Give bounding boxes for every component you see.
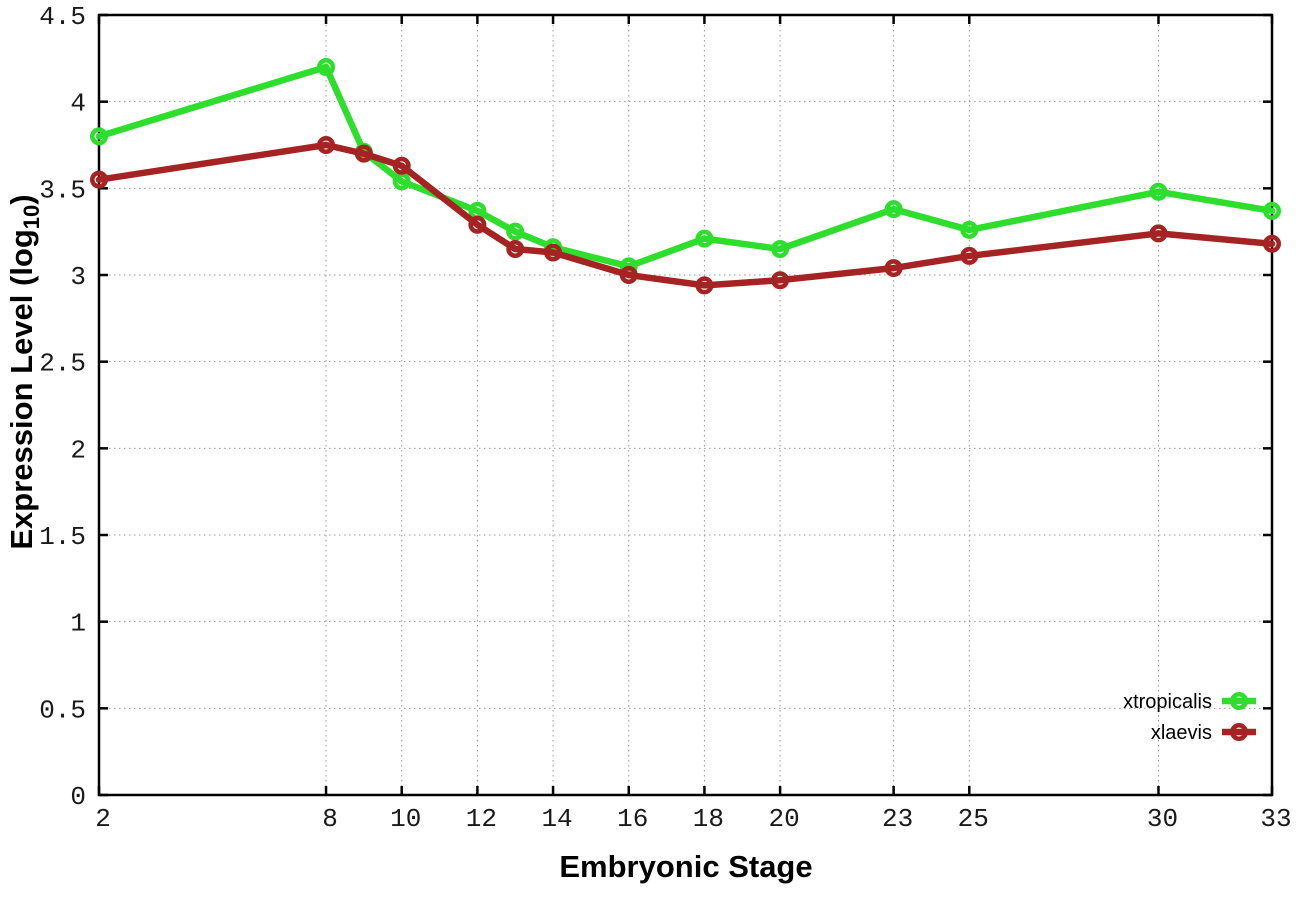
marker-xtropicalis-stage-33 xyxy=(1263,201,1281,220)
marker-xlaevis-stage-12 xyxy=(468,215,487,234)
y-tick-label-3: 3 xyxy=(70,262,86,292)
marker-xlaevis-stage-30 xyxy=(1149,224,1168,243)
marker-xlaevis-stage-25 xyxy=(960,246,979,265)
marker-xlaevis-stage-10 xyxy=(392,156,411,175)
y-axis-title-subscript: 10 xyxy=(19,204,44,230)
y-tick-label-3.5: 3.5 xyxy=(39,175,86,205)
y-tick-label-4.5: 4.5 xyxy=(39,2,86,32)
x-tick-label-14: 14 xyxy=(541,804,572,834)
series-line-xlaevis xyxy=(95,141,1276,289)
y-tick-label-4: 4 xyxy=(70,89,86,119)
legend-label-xtropicalis: xtropicalis xyxy=(1123,691,1212,713)
marker-xlaevis-stage-9 xyxy=(354,144,373,163)
x-axis-title-text: Embryonic Stage xyxy=(559,849,813,884)
marker-xtropicalis-stage-23 xyxy=(884,200,903,219)
y-tick-label-0: 0 xyxy=(70,782,86,812)
marker-xlaevis-stage-33 xyxy=(1263,234,1281,253)
marker-xlaevis-stage-20 xyxy=(771,271,790,290)
x-axis-title: Embryonic Stage xyxy=(559,849,812,885)
y-tick-label-1.5: 1.5 xyxy=(39,522,86,552)
marker-xlaevis-stage-2 xyxy=(90,170,108,189)
marker-xtropicalis-stage-13 xyxy=(506,222,525,241)
legend-label-xlaevis: xlaevis xyxy=(1151,722,1212,744)
legend-marker-xtropicalis xyxy=(1230,692,1248,710)
x-tick-label-12: 12 xyxy=(466,804,497,834)
marker-xlaevis-stage-13 xyxy=(506,240,525,258)
x-tick-label-8: 8 xyxy=(322,804,338,834)
x-tick-label-20: 20 xyxy=(768,804,799,834)
marker-xlaevis-stage-23 xyxy=(884,259,903,278)
x-tick-label-25: 25 xyxy=(958,804,989,834)
marker-xlaevis-stage-14 xyxy=(544,243,563,262)
x-tick-label-33: 33 xyxy=(1260,804,1291,834)
marker-xtropicalis-stage-2 xyxy=(90,127,108,146)
marker-xtropicalis-stage-20 xyxy=(771,240,790,258)
y-axis-title-close: ) xyxy=(4,194,39,205)
marker-xlaevis-stage-16 xyxy=(619,266,638,284)
x-tick-label-18: 18 xyxy=(693,804,724,834)
x-tick-label-10: 10 xyxy=(390,804,421,834)
marker-xlaevis-stage-8 xyxy=(317,136,336,154)
y-tick-label-0.5: 0.5 xyxy=(39,695,86,725)
y-axis-title: Expression Level (log10) xyxy=(4,194,44,550)
marker-xtropicalis-stage-25 xyxy=(960,220,979,239)
legend-marker-xlaevis xyxy=(1230,723,1248,741)
x-tick-label-16: 16 xyxy=(617,804,648,834)
x-tick-label-23: 23 xyxy=(882,804,913,834)
y-tick-label-2.5: 2.5 xyxy=(39,349,86,379)
x-tick-label-2: 2 xyxy=(95,804,111,834)
x-tick-label-30: 30 xyxy=(1147,804,1178,834)
marker-xlaevis-stage-18 xyxy=(695,276,714,295)
y-axis-title-main: Expression Level (log xyxy=(4,229,39,550)
marker-xtropicalis-stage-30 xyxy=(1149,182,1168,201)
plot-border xyxy=(97,13,1274,797)
series-line-xtropicalis xyxy=(95,63,1276,270)
marker-xtropicalis-stage-18 xyxy=(695,229,714,248)
y-tick-label-1: 1 xyxy=(70,609,86,639)
y-tick-label-2: 2 xyxy=(70,435,86,465)
marker-xtropicalis-stage-8 xyxy=(317,58,336,76)
